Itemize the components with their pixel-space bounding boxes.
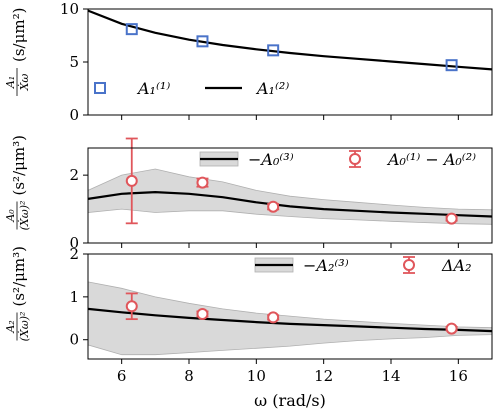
y-axis-label: A₂ (Ẋω)² (s²/μm³) — [4, 246, 31, 341]
legend-label: −A₀⁽³⁾ — [248, 150, 294, 169]
data-point — [125, 23, 138, 36]
x-axis-label: ω (rad/s) — [254, 391, 326, 410]
curve-line — [87, 9, 493, 71]
curve-line — [87, 307, 493, 333]
legend-marker — [403, 259, 415, 271]
plot-frame — [87, 8, 493, 116]
y-axis-label: A₀ (Ẋω)² (s²/μm³) — [4, 135, 31, 230]
data-point — [125, 300, 138, 313]
legend-label: A₀⁽¹⁾ − A₀⁽²⁾ — [386, 150, 476, 169]
y-label-unit: (s²/μm³) — [10, 135, 28, 195]
data-point — [445, 212, 458, 225]
y-label-denominator: (Ẋω)² — [17, 312, 31, 342]
y-label-unit: (s/μm²) — [10, 8, 28, 62]
y-label-numerator: A₂ — [4, 320, 17, 333]
data-point — [196, 308, 209, 320]
data-point — [196, 35, 209, 48]
legend-label: A₁⁽²⁾ — [255, 79, 289, 98]
data-point — [267, 44, 280, 57]
curve-line — [87, 190, 493, 218]
legend-marker — [94, 82, 106, 94]
x-tick-label: 10 — [247, 367, 266, 385]
x-tick-label: 6 — [117, 367, 127, 385]
panel-top: A₁ Ẋω (s/μm²) — [4, 8, 493, 120]
y-tick-label: 0 — [69, 331, 79, 349]
x-tick-label: 14 — [381, 367, 400, 385]
plot-frame — [87, 147, 493, 244]
y-tick-label: 0 — [69, 234, 79, 252]
y-tick-label: 5 — [69, 53, 79, 71]
legend-label: ΔA₂ — [441, 256, 472, 275]
legend-label: A₁⁽¹⁾ — [136, 79, 170, 98]
x-tick-label: 8 — [184, 367, 194, 385]
plot-frame — [87, 253, 493, 360]
y-label-denominator: (Ẋω)² — [17, 201, 31, 231]
data-point — [125, 174, 138, 187]
y-tick-label: 2 — [69, 245, 79, 263]
panel-middle: A₀ (Ẋω)² (s²/μm³) — [4, 135, 493, 248]
y-label-unit: (s²/μm³) — [10, 246, 28, 306]
y-label-numerator: A₁ — [4, 76, 17, 89]
legend-label: −A₂⁽³⁾ — [303, 256, 349, 275]
legend-marker — [349, 153, 361, 165]
data-point — [445, 59, 458, 72]
y-label-denominator: Ẋω — [17, 74, 31, 92]
data-point — [267, 311, 280, 324]
y-tick-label: 2 — [69, 166, 79, 184]
y-label-numerator: A₀ — [4, 209, 17, 223]
uncertainty-band — [87, 168, 493, 225]
y-tick-label: 0 — [69, 106, 79, 124]
x-tick-label: 16 — [449, 367, 468, 385]
y-tick-label: 10 — [60, 0, 79, 18]
y-axis-label: A₁ Ẋω (s/μm²) — [4, 8, 31, 96]
data-point — [196, 176, 209, 189]
panel-bottom: A₂ (Ẋω)² (s²/μm³) — [4, 246, 493, 364]
data-point — [445, 322, 458, 335]
y-tick-label: 1 — [69, 288, 79, 306]
uncertainty-band — [87, 281, 493, 356]
data-point — [267, 200, 280, 213]
x-tick-label: 12 — [314, 367, 333, 385]
